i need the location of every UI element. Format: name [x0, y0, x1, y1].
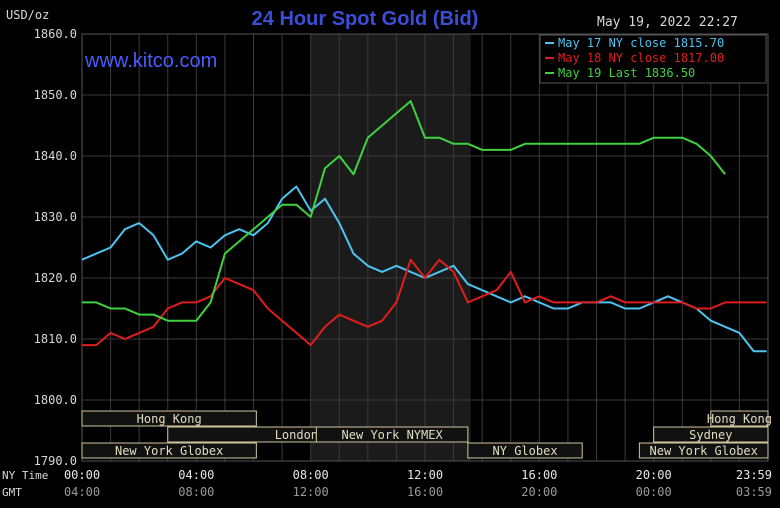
x-tick-label: 20:00 [636, 468, 672, 482]
shaded-session-region [310, 34, 471, 461]
y-tick-label: 1830.0 [34, 210, 77, 224]
y-tick-label: 1840.0 [34, 149, 77, 163]
series-line [82, 258, 767, 347]
x-tick-label: 16:00 [407, 485, 443, 499]
session-label: New York Globex [115, 444, 223, 458]
x-tick-label: 16:00 [521, 468, 557, 482]
time-row-label: GMT [2, 486, 22, 499]
session-label: Hong Kong [707, 412, 772, 426]
session-bar [638, 442, 769, 459]
x-tick-label: 04:00 [178, 468, 214, 482]
session-label: Sydney [689, 428, 732, 442]
session-bar [653, 426, 769, 443]
x-tick-label: 00:00 [64, 468, 100, 482]
x-tick-label: 08:00 [293, 468, 329, 482]
y-tick-label: 1800.0 [34, 393, 77, 407]
session-bar [467, 442, 583, 459]
watermark: www.kitco.com [84, 50, 217, 72]
time-row-label: NY Time [2, 469, 48, 482]
x-tick-label: 04:00 [64, 485, 100, 499]
legend-box [539, 34, 767, 84]
y-tick-label: 1790.0 [34, 454, 77, 468]
chart-title: 24 Hour Spot Gold (Bid) [252, 8, 479, 30]
y-tick-label: 1850.0 [34, 88, 77, 102]
session-label: London [275, 428, 318, 442]
plot-border [81, 33, 769, 462]
unit-label: USD/oz [6, 8, 49, 22]
x-tick-label: 23:59 [736, 468, 772, 482]
session-label: Hong Kong [137, 412, 202, 426]
session-bar [315, 426, 469, 443]
x-tick-label: 12:00 [293, 485, 329, 499]
x-tick-label: 08:00 [178, 485, 214, 499]
x-tick-label: 12:00 [407, 468, 443, 482]
timestamp: May 19, 2022 22:27 [597, 15, 738, 30]
legend-entry: May 19 Last 1836.50 [558, 66, 695, 80]
session-label: New York NYMEX [342, 428, 444, 442]
session-bar [710, 410, 769, 427]
x-tick-label: 00:00 [636, 485, 672, 499]
session-label: NY Globex [493, 444, 558, 458]
y-tick-label: 1810.0 [34, 332, 77, 346]
session-label: New York Globex [650, 444, 758, 458]
session-bar [81, 410, 257, 427]
legend-entry: May 17 NY close 1815.70 [558, 36, 724, 50]
x-tick-label: 03:59 [736, 485, 772, 499]
session-bar [81, 442, 257, 459]
legend-entry: May 18 NY close 1817.00 [558, 51, 724, 65]
plot-area: 1790.0 1800.0 1810.0 1820.0 1830.0 1840.0 1850… [2, 27, 772, 499]
y-tick-label: 1820.0 [34, 271, 77, 285]
x-tick-label: 20:00 [521, 485, 557, 499]
y-tick-label: 1860.0 [34, 27, 77, 41]
series-line [82, 100, 726, 322]
